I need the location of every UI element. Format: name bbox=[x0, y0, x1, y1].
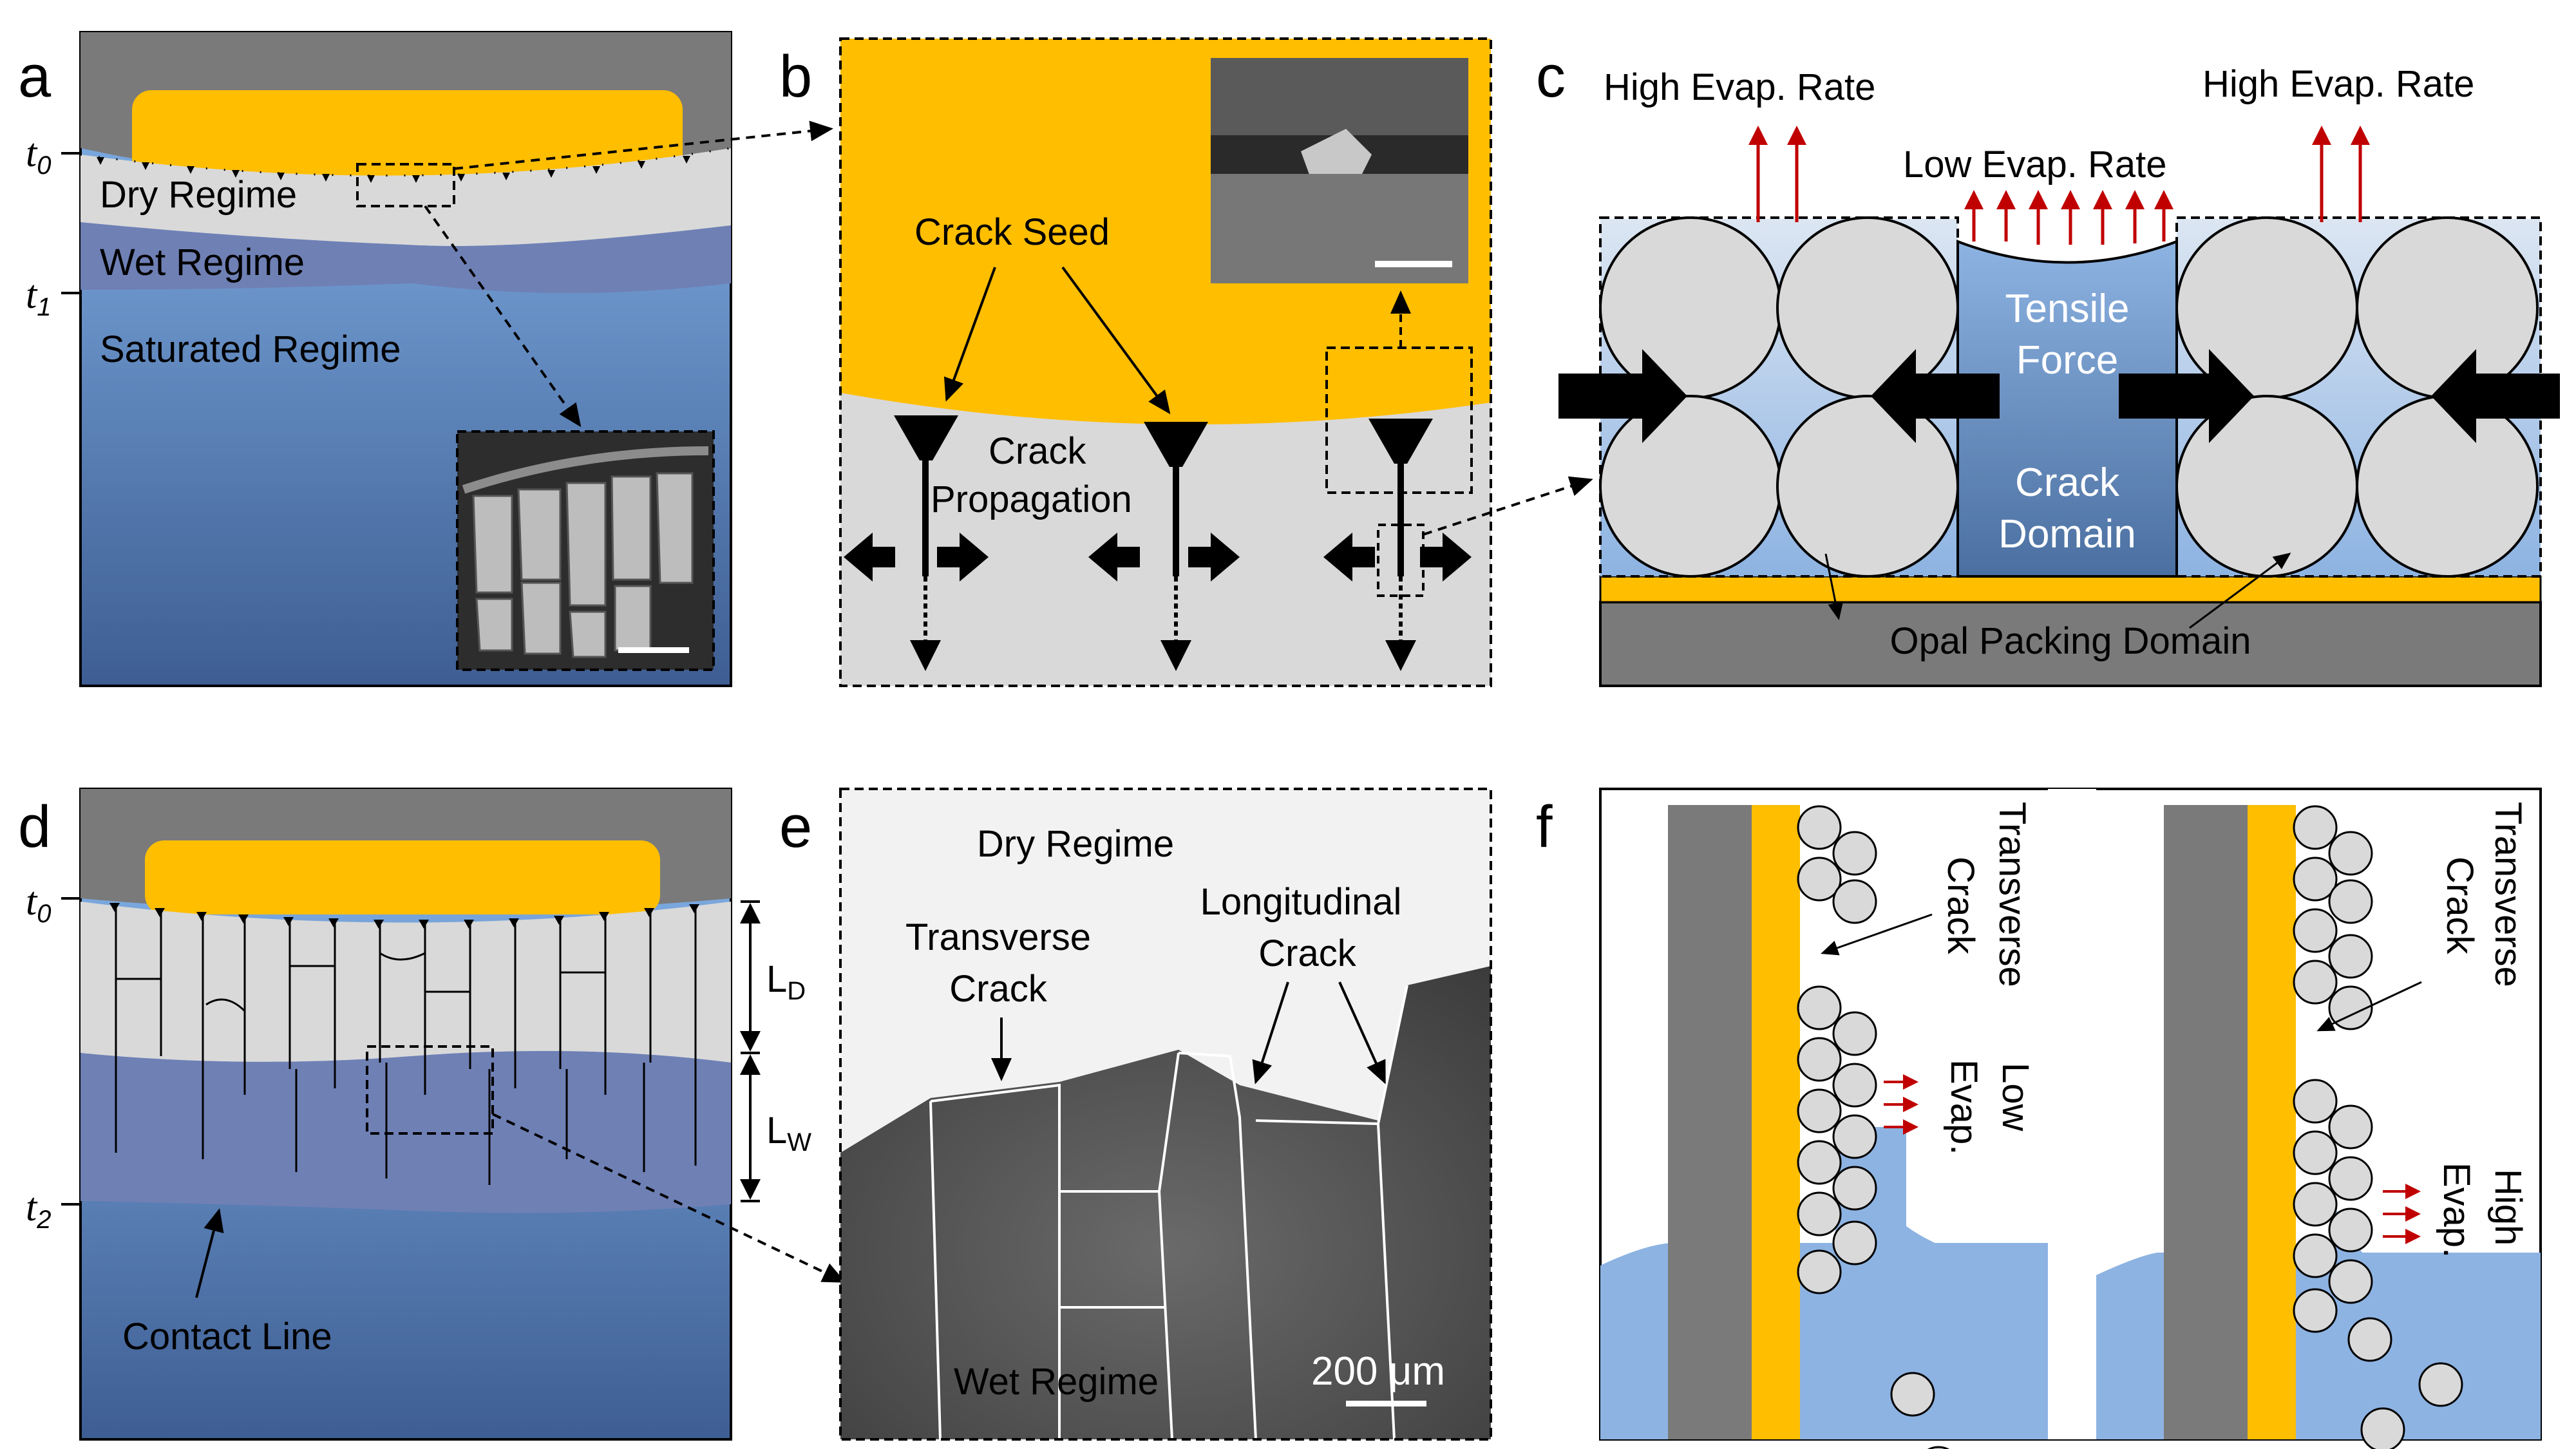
crack-outlines-e bbox=[929, 985, 1408, 1440]
wet-regime-band bbox=[80, 222, 731, 293]
evap-arrows-c bbox=[1748, 126, 2370, 245]
high-evap-rate-right: High Evap. Rate bbox=[2202, 63, 2474, 105]
ld-label: LD bbox=[766, 958, 806, 1005]
crack-label-f-right: Crack bbox=[2439, 857, 2481, 954]
panel-b: b Crack Seed Crack Propagation bbox=[779, 37, 1593, 687]
time-label-t0-d: t0 bbox=[26, 880, 51, 928]
zoom-box-a bbox=[356, 163, 455, 207]
evap-label-f-left: Evap. bbox=[1943, 1059, 1985, 1155]
low-evap-rate-label: Low Evap. Rate bbox=[1903, 144, 2166, 185]
dry-regime-label-e: Dry Regime bbox=[977, 823, 1174, 865]
crack-label-f-left: Crack bbox=[1940, 857, 1982, 954]
crack-label-e-2: Crack bbox=[1258, 933, 1356, 974]
crack-domain-label-1: Crack bbox=[2015, 460, 2120, 505]
wet-regime-label: Wet Regime bbox=[100, 242, 305, 283]
force-label: Force bbox=[2016, 338, 2118, 383]
evap-arrows-f bbox=[1884, 1074, 2421, 1244]
panel-f: f bbox=[1536, 788, 2542, 1449]
lw-label: LW bbox=[766, 1110, 811, 1157]
crack-label: Crack bbox=[989, 430, 1086, 472]
panel-c-label: c bbox=[1536, 44, 1566, 109]
tensile-label: Tensile bbox=[2005, 287, 2130, 331]
panel-d-label: d bbox=[18, 794, 51, 860]
panel-d: d t0 t2 bbox=[18, 788, 846, 1441]
high-label-f: High bbox=[2487, 1169, 2529, 1245]
propagation-label: Propagation bbox=[931, 478, 1132, 520]
crack-propagation-lines bbox=[894, 415, 1433, 671]
crack-network-d bbox=[115, 907, 697, 1185]
time-label-t1: t1 bbox=[26, 273, 51, 321]
dry-regime-label: Dry Regime bbox=[100, 174, 297, 216]
longitudinal-label-e: Longitudinal bbox=[1200, 881, 1402, 923]
panel-e: e Dry Regime Transverse Crack Longitudin… bbox=[779, 788, 1492, 1441]
colloid-spheres-c bbox=[1599, 216, 2539, 578]
tension-arrows-b bbox=[844, 533, 1472, 582]
wet-regime-label-e: Wet Regime bbox=[954, 1361, 1159, 1403]
transverse-label-e: Transverse bbox=[905, 916, 1091, 958]
scale-bar-label-e: 200 μm bbox=[1311, 1349, 1445, 1394]
transverse-label-f-right: Transverse bbox=[2487, 802, 2529, 987]
contact-line-label: Contact Line bbox=[122, 1316, 332, 1358]
panel-f-label: f bbox=[1536, 794, 1553, 860]
crack-seed-triangles bbox=[97, 156, 690, 183]
scale-bar-e bbox=[1346, 1401, 1426, 1406]
dry-regime-band bbox=[80, 148, 731, 246]
colloid-spheres-f bbox=[1797, 805, 2463, 1449]
high-evap-rate-left: High Evap. Rate bbox=[1604, 66, 1875, 108]
time-label-t0: t0 bbox=[26, 131, 51, 180]
opal-packing-domain-label: Opal Packing Domain bbox=[1890, 620, 2251, 662]
time-label-t2-d: t2 bbox=[26, 1186, 51, 1234]
crack-domain-label-2: Domain bbox=[1998, 512, 2136, 556]
crack-seed-label: Crack Seed bbox=[914, 211, 1110, 253]
crack-label-e-1: Crack bbox=[949, 968, 1047, 1010]
saturated-regime-label: Saturated Regime bbox=[100, 328, 401, 370]
panel-a: a t0 t1 Dry Regime Wet Regime Saturated … bbox=[18, 31, 833, 687]
transverse-label-f-left: Transverse bbox=[1991, 802, 2033, 987]
panel-e-label: e bbox=[779, 794, 812, 860]
sem-inset-b bbox=[1211, 58, 1468, 283]
low-label-f: Low bbox=[1994, 1063, 2036, 1132]
panel-a-label: a bbox=[18, 44, 52, 109]
evap-label-f-right: Evap. bbox=[2436, 1162, 2477, 1258]
compression-arrows-c bbox=[1558, 349, 2560, 443]
panel-c: c bbox=[1536, 44, 2560, 687]
sem-inset-a bbox=[456, 430, 715, 671]
length-markers-d bbox=[740, 900, 761, 1202]
gold-film bbox=[132, 90, 683, 177]
panel-b-label: b bbox=[779, 44, 812, 109]
